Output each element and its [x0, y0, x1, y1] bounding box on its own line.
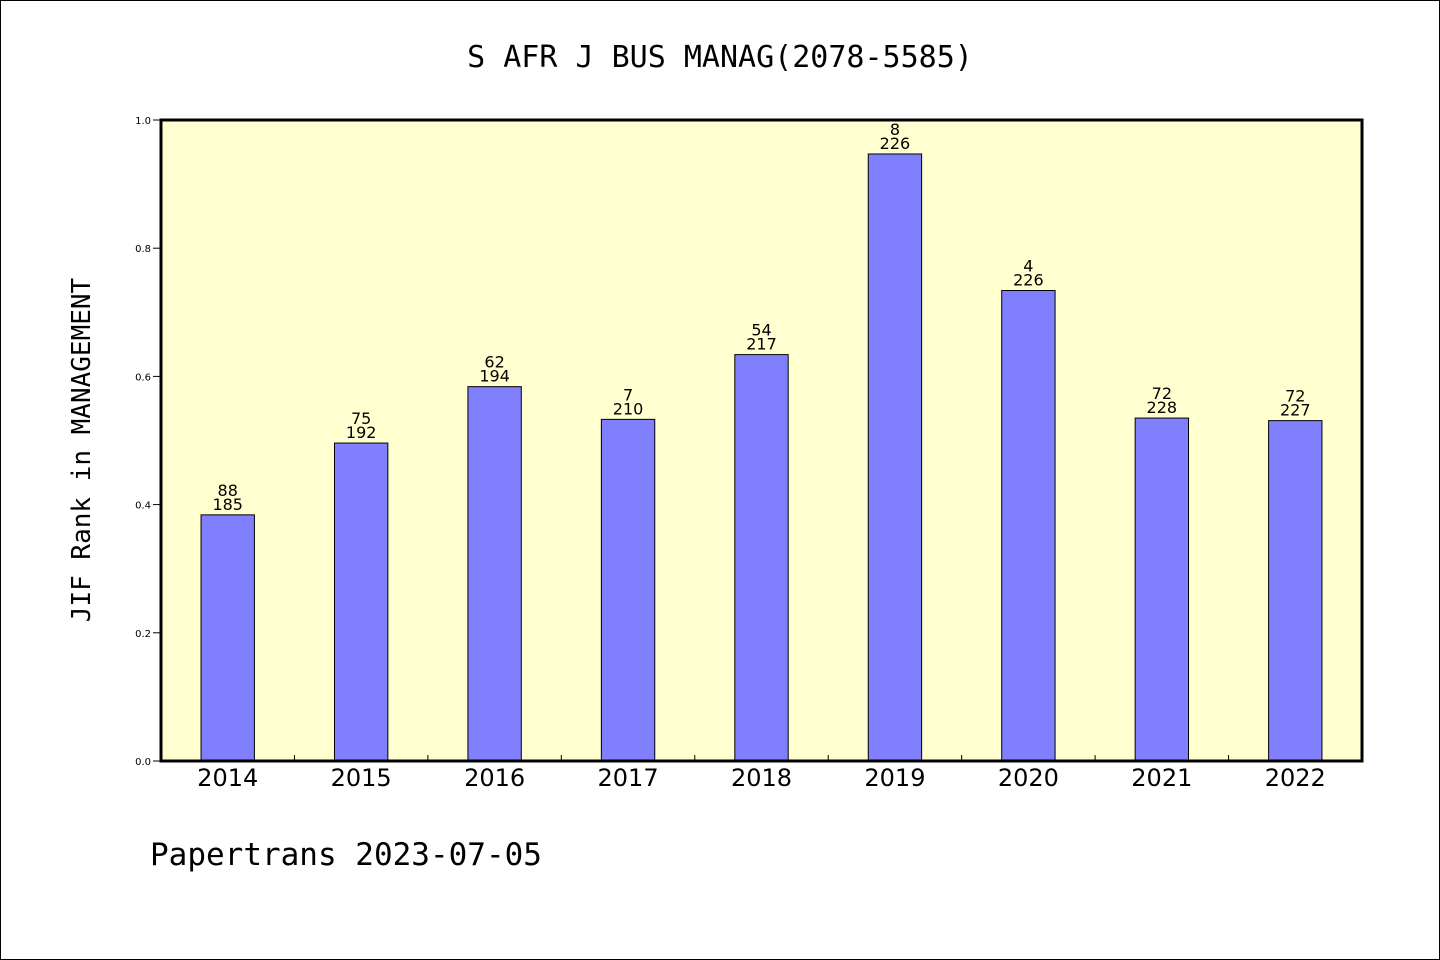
bar-2018	[734, 354, 789, 762]
bar-rank-label-2014: 88	[218, 481, 238, 500]
x-tick-label-2019: 2019	[864, 764, 925, 792]
x-tick-label-2022: 2022	[1265, 764, 1326, 792]
bar-rank-label-2017: 7	[623, 385, 633, 404]
x-tick-label-2015: 2015	[331, 764, 392, 792]
bar-rank-label-2021: 72	[1152, 384, 1172, 403]
bar-total-label-2019: 226	[880, 134, 911, 153]
y-tick-label: 1.0	[135, 116, 151, 127]
bar-rank-label-2020: 4	[1023, 257, 1033, 276]
footer-stamp: Papertrans 2023-07-05	[150, 837, 542, 873]
plot-frame	[159, 118, 1364, 763]
bar-2022	[1268, 420, 1323, 762]
x-tick-label-2020: 2020	[998, 764, 1059, 792]
bar-rank-label-2018: 54	[751, 321, 771, 340]
bar-rank-label-2016: 62	[484, 353, 504, 372]
bar-2020	[1001, 290, 1056, 762]
y-tick-label: 0.2	[135, 629, 151, 640]
bars-group	[200, 153, 1323, 762]
bar-total-label-2021: 228	[1147, 398, 1178, 417]
bar-2014	[200, 514, 255, 762]
bar-rank-label-2022: 72	[1285, 387, 1305, 406]
x-tick-label-2018: 2018	[731, 764, 792, 792]
y-tick-label: 0.8	[135, 244, 151, 255]
bar-2015	[333, 442, 389, 762]
x-axis: 2014 2015 2016 2017 2018 2019 2020 2021 2022	[197, 755, 1326, 792]
bar-total-label-2020: 226	[1013, 271, 1044, 290]
bar-rank-label-2015: 75	[351, 409, 371, 428]
y-tick-label: 0.4	[135, 501, 151, 512]
bar-rank-label-2019: 8	[890, 120, 900, 139]
x-tick-label-2017: 2017	[598, 764, 659, 792]
y-axis: 0.0 0.2 0.4 0.6 0.8 1.0	[135, 116, 161, 768]
bar-total-label-2015: 192	[346, 423, 377, 442]
bar-labels-group: 8818575192621947210542178226422672228722…	[212, 120, 1310, 514]
y-tick-label: 0.0	[135, 757, 151, 768]
bar-total-label-2022: 227	[1280, 401, 1311, 420]
bar-total-label-2018: 217	[746, 335, 777, 354]
x-tick-label-2016: 2016	[464, 764, 525, 792]
bar-total-label-2016: 194	[479, 367, 510, 386]
chart-title: S AFR J BUS MANAG(2078-5585)	[467, 40, 973, 75]
bar-2016	[467, 386, 522, 762]
bar-2019	[867, 153, 923, 762]
y-axis-label: JIF Rank in MANAGEMENT	[67, 277, 97, 622]
x-tick-label-2014: 2014	[197, 764, 258, 792]
bar-total-label-2017: 210	[613, 399, 644, 418]
bar-2017	[600, 418, 656, 762]
x-tick-label-2021: 2021	[1131, 764, 1192, 792]
bar-total-label-2014: 185	[212, 495, 243, 514]
bar-2021	[1134, 417, 1190, 762]
y-tick-label: 0.6	[135, 372, 151, 383]
